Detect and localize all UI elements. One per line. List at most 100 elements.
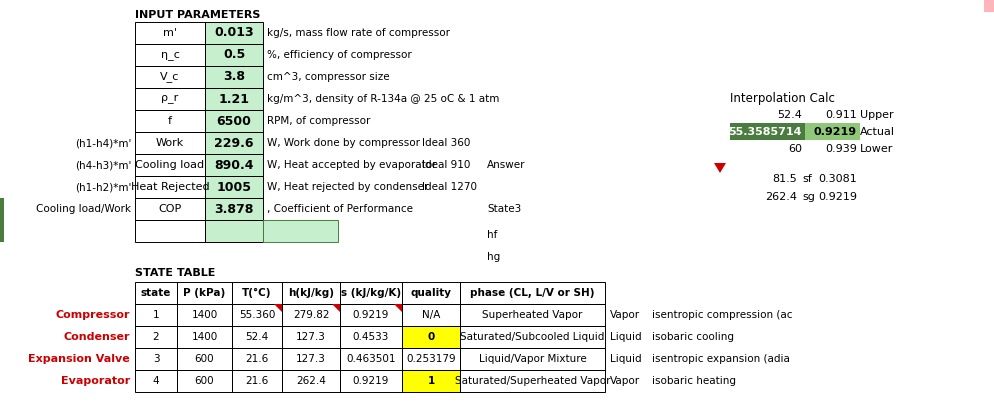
Text: P (kPa): P (kPa) bbox=[183, 288, 226, 298]
Text: Superheated Vapor: Superheated Vapor bbox=[482, 310, 582, 320]
Text: Heat Rejected: Heat Rejected bbox=[130, 182, 210, 192]
Text: phase (CL, L/V or SH): phase (CL, L/V or SH) bbox=[470, 288, 594, 298]
Bar bbox=[205, 44, 263, 66]
Bar bbox=[205, 198, 263, 220]
Bar bbox=[135, 282, 177, 304]
Text: 52.4: 52.4 bbox=[777, 110, 802, 120]
Bar bbox=[135, 220, 205, 242]
Text: Expansion Valve: Expansion Valve bbox=[28, 354, 130, 364]
Text: Vapor: Vapor bbox=[610, 310, 640, 320]
Text: 262.4: 262.4 bbox=[296, 376, 326, 386]
Bar bbox=[282, 304, 340, 326]
Text: Cooling load: Cooling load bbox=[135, 160, 205, 170]
Bar bbox=[460, 370, 605, 392]
Bar bbox=[135, 198, 205, 220]
Bar bbox=[340, 326, 402, 348]
Text: 127.3: 127.3 bbox=[296, 354, 326, 364]
Text: 127.3: 127.3 bbox=[296, 332, 326, 342]
Text: T(°C): T(°C) bbox=[243, 288, 271, 298]
Text: 52.4: 52.4 bbox=[246, 332, 268, 342]
Bar bbox=[135, 132, 205, 154]
Bar bbox=[232, 326, 282, 348]
Bar bbox=[460, 282, 605, 304]
Text: h(kJ/kg): h(kJ/kg) bbox=[288, 288, 334, 298]
Text: Actual: Actual bbox=[860, 127, 895, 137]
Text: State3: State3 bbox=[487, 204, 521, 214]
Text: 229.6: 229.6 bbox=[215, 137, 253, 149]
Bar bbox=[205, 176, 263, 198]
Bar bbox=[232, 304, 282, 326]
Text: Ideal 360: Ideal 360 bbox=[422, 138, 470, 148]
Text: 1400: 1400 bbox=[192, 332, 218, 342]
Bar bbox=[205, 44, 263, 66]
Bar bbox=[135, 304, 177, 326]
Text: 60: 60 bbox=[788, 144, 802, 154]
Bar bbox=[340, 304, 402, 326]
Bar bbox=[135, 88, 205, 110]
Bar bbox=[340, 348, 402, 370]
Text: η_c: η_c bbox=[161, 50, 180, 60]
Text: STATE TABLE: STATE TABLE bbox=[135, 268, 216, 278]
Text: 1400: 1400 bbox=[192, 310, 218, 320]
Text: Evaporator: Evaporator bbox=[61, 376, 130, 386]
Bar bbox=[177, 370, 232, 392]
Text: Saturated/Subcooled Liquid: Saturated/Subcooled Liquid bbox=[460, 332, 604, 342]
Bar bbox=[135, 348, 177, 370]
Bar bbox=[135, 132, 205, 154]
Text: 1.21: 1.21 bbox=[219, 93, 249, 105]
Bar bbox=[135, 176, 205, 198]
Bar bbox=[205, 66, 263, 88]
Bar bbox=[263, 220, 338, 242]
Text: kg/s, mass flow rate of compressor: kg/s, mass flow rate of compressor bbox=[267, 28, 450, 38]
Text: 0.9219: 0.9219 bbox=[353, 376, 390, 386]
Bar bbox=[460, 348, 605, 370]
Text: W, Heat rejected by condenser: W, Heat rejected by condenser bbox=[267, 182, 428, 192]
Bar bbox=[135, 110, 205, 132]
Bar bbox=[232, 282, 282, 304]
Bar bbox=[205, 154, 263, 176]
Bar bbox=[135, 66, 205, 88]
Bar bbox=[730, 123, 805, 140]
Bar bbox=[205, 22, 263, 44]
Bar bbox=[205, 66, 263, 88]
Text: Vapor: Vapor bbox=[610, 376, 640, 386]
Text: sf: sf bbox=[802, 174, 812, 184]
Bar bbox=[177, 348, 232, 370]
Text: f: f bbox=[168, 116, 172, 126]
Bar bbox=[340, 370, 402, 392]
Text: Liquid: Liquid bbox=[610, 354, 641, 364]
Bar bbox=[232, 282, 282, 304]
Text: 21.6: 21.6 bbox=[246, 376, 268, 386]
Bar bbox=[232, 304, 282, 326]
Bar bbox=[402, 326, 460, 348]
Bar bbox=[0, 198, 4, 242]
Text: 81.5: 81.5 bbox=[772, 174, 797, 184]
Text: Cooling load/Work: Cooling load/Work bbox=[36, 204, 131, 214]
Text: INPUT PARAMETERS: INPUT PARAMETERS bbox=[135, 10, 260, 20]
Text: 0.911: 0.911 bbox=[825, 110, 857, 120]
Bar bbox=[135, 110, 205, 132]
Text: quality: quality bbox=[411, 288, 451, 298]
Bar bbox=[135, 326, 177, 348]
Bar bbox=[460, 304, 605, 326]
Text: Compressor: Compressor bbox=[56, 310, 130, 320]
Bar bbox=[402, 370, 460, 392]
Bar bbox=[402, 282, 460, 304]
Text: 55.3585714: 55.3585714 bbox=[729, 127, 802, 137]
Text: 279.82: 279.82 bbox=[293, 310, 329, 320]
Text: 0.253179: 0.253179 bbox=[407, 354, 456, 364]
Bar bbox=[135, 44, 205, 66]
Text: Interpolation Calc: Interpolation Calc bbox=[730, 92, 835, 105]
Text: (h1-h4)*m': (h1-h4)*m' bbox=[75, 138, 131, 148]
Bar bbox=[205, 220, 263, 242]
Bar bbox=[135, 198, 205, 220]
Bar bbox=[135, 44, 205, 66]
Bar bbox=[402, 304, 460, 326]
Bar bbox=[205, 132, 263, 154]
Text: COP: COP bbox=[158, 204, 182, 214]
Text: Answer: Answer bbox=[487, 160, 526, 170]
Text: Work: Work bbox=[156, 138, 184, 148]
Bar bbox=[135, 88, 205, 110]
Bar bbox=[805, 123, 860, 140]
Text: W, Work done by compressor: W, Work done by compressor bbox=[267, 138, 420, 148]
